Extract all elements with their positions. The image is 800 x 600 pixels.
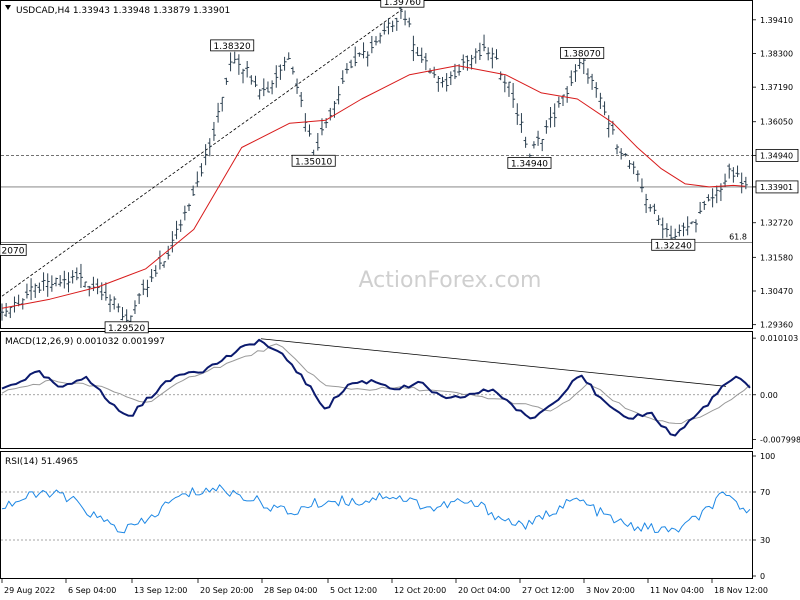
x-tick-label: 18 Nov 12:00	[714, 586, 768, 595]
price-y-tick-label: 1.38300	[760, 49, 793, 58]
macd-y-tick-label: -0.007998	[760, 436, 800, 445]
current-level-box	[755, 180, 799, 194]
x-tick-label: 28 Sep 04:00	[264, 586, 317, 595]
rsi-y-tick-label: 70	[760, 488, 770, 497]
price-label: 1.39760	[384, 0, 421, 8]
collapse-triangle-icon[interactable]	[5, 5, 11, 10]
price-y-tick-label: 1.31580	[760, 253, 793, 262]
price-label-box	[380, 0, 425, 8]
macd-panel-title: MACD(12,26,9) 0.001032 0.001997	[5, 337, 165, 347]
rsi-panel-frame	[0, 451, 753, 579]
rsi-panel-title: RSI(14) 51.4965	[5, 457, 78, 467]
x-tick-label: 13 Sep 12:00	[134, 586, 187, 595]
price-label-box	[651, 238, 696, 251]
price-y-tick-label: 1.37190	[760, 83, 793, 92]
macd-signal-line	[1, 343, 751, 424]
price-label: 1.38070	[564, 49, 601, 59]
price-label: 2070	[2, 246, 25, 256]
rsi-y-tick-label: 0	[760, 572, 765, 581]
price-label: 1.32240	[655, 241, 692, 251]
x-tick-label: 29 Aug 2022	[4, 586, 55, 595]
x-tick-label: 6 Sep 04:00	[68, 586, 116, 595]
x-tick-label: 20 Sep 20:00	[200, 586, 253, 595]
x-tick-label: 5 Oct 12:00	[330, 586, 377, 595]
current-level-box	[755, 148, 799, 162]
fib-level-label: 61.8	[729, 232, 747, 241]
macd-line	[1, 338, 751, 437]
price-y-tick-label: 1.32720	[760, 219, 793, 228]
price-label-box	[104, 321, 149, 334]
price-label-box	[507, 156, 552, 169]
macd-panel-frame	[0, 331, 753, 449]
x-tick-label: 27 Oct 12:00	[522, 586, 574, 595]
price-y-tick-label: 1.34940	[760, 151, 793, 160]
x-tick-label: 12 Oct 20:00	[394, 586, 446, 595]
price-y-tick-label: 1.39410	[760, 16, 793, 25]
price-label-box	[291, 154, 336, 167]
price-panel-title: USDCAD,H4 1.33943 1.33948 1.33879 1.3390…	[16, 6, 230, 16]
price-label-box	[0, 244, 27, 256]
price-trendline	[1, 8, 403, 297]
watermark: ActionForex.com	[359, 268, 542, 293]
price-label-box	[560, 47, 605, 59]
price-label: 1.29520	[108, 324, 145, 334]
price-y-tick-label: 1.30470	[760, 287, 793, 296]
x-tick-label: 11 Nov 04:00	[650, 586, 704, 595]
macd-y-tick-label: 0.010103	[760, 334, 798, 343]
price-label: 1.34940	[511, 159, 548, 169]
price-label-box	[210, 39, 255, 52]
price-label: 1.35010	[295, 157, 332, 167]
price-label: 1.38320	[214, 42, 251, 52]
x-tick-label: 3 Nov 20:00	[586, 586, 635, 595]
macd-trendline	[260, 338, 727, 387]
moving-average-line	[1, 65, 746, 309]
rsi-y-tick-label: 30	[760, 536, 770, 545]
x-tick-label: 20 Oct 04:00	[458, 586, 510, 595]
macd-y-tick-label: 0.00	[760, 391, 778, 400]
rsi-y-tick-label: 100	[760, 452, 775, 461]
price-y-tick-label: 1.33901	[760, 183, 793, 192]
rsi-line	[1, 484, 751, 534]
price-panel-frame	[0, 0, 753, 329]
price-y-tick-label: 1.29360	[760, 321, 793, 330]
price-y-tick-label: 1.36050	[760, 118, 793, 127]
